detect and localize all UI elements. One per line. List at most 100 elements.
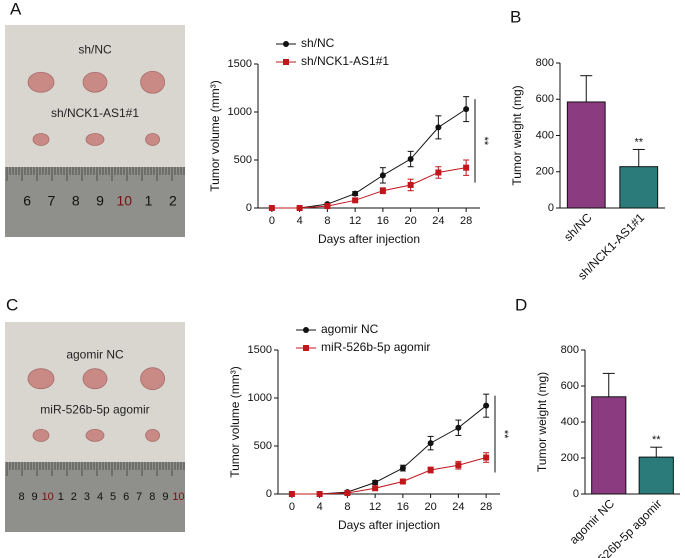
x-tick-label: sh/NC [561,210,595,244]
ruler-number: 1 [145,193,153,209]
x-tick-label: 20 [405,215,417,227]
tumor [140,70,166,94]
bar [591,396,627,495]
point [399,478,406,485]
point [268,205,275,211]
x-tick-label: 8 [324,215,330,227]
point [379,172,386,179]
tumor [32,428,50,442]
series-line [291,457,487,495]
ruler-number: 9 [32,491,38,503]
point [324,203,331,210]
x-tick-label: 12 [369,501,381,513]
ruler-number: 1 [58,491,64,503]
point [455,462,462,469]
point [463,106,470,113]
point [407,181,414,188]
y-tick-label: 1500 [248,344,272,356]
y-tick-label: 400 [536,129,554,141]
point [316,491,323,497]
x-tick-label: 24 [452,501,464,513]
y-axis-label: Tumor weight (mg) [510,85,524,185]
x-tick-label: agomir NC [567,496,618,547]
point [296,205,303,211]
y-axis-label: Tumor volume (mm³) [228,366,242,478]
legend-marker [283,59,289,65]
x-tick-label: 0 [269,215,275,227]
ruler-number: 4 [97,491,103,503]
point [483,454,490,461]
y-tick-label: 1000 [248,392,272,404]
y-tick-label: 200 [561,452,579,464]
x-axis-label: Days after injection [338,518,440,532]
y-axis-label: Tumor volume (mm³) [208,80,222,192]
y-tick-label: 800 [536,57,554,69]
photo-label: sh/NCK1-AS1#1 [51,106,139,120]
tumor [27,71,55,93]
series-line [271,167,467,209]
point [344,490,351,497]
x-tick-label: 0 [289,501,295,513]
y-tick-label: 1000 [228,106,252,118]
ruler-number: 6 [123,491,129,503]
y-tick-label: 200 [536,166,554,178]
bar [619,166,659,209]
legend-label: sh/NC [301,36,335,50]
significance-label: ** [478,137,490,146]
panel-label: C [6,295,18,314]
ruler-number: 9 [162,491,168,503]
tumor [145,428,161,442]
significance-label: ** [634,136,643,148]
y-tick-label: 400 [561,416,579,428]
x-tick-label: 4 [297,215,303,227]
x-tick-label: 24 [432,215,444,227]
point [372,479,379,486]
y-tick-label: 0 [548,202,554,214]
ruler-number: 2 [71,491,77,503]
point [399,465,406,472]
ruler-number: 6 [23,193,31,209]
y-tick-label: 0 [573,488,579,500]
point [407,156,414,163]
ruler-number: 3 [84,491,90,503]
tumor [140,367,166,391]
point [372,485,379,492]
point [427,440,434,447]
point [352,190,359,197]
photo-label: sh/NC [78,43,112,57]
x-tick-label: 28 [480,501,492,513]
panel-label: A [10,0,22,18]
ruler [5,462,185,532]
legend-label: sh/NCK1-AS1#1 [301,54,389,68]
significance-label: ** [652,434,661,446]
tumor [82,368,108,390]
x-tick-label: 16 [397,501,409,513]
point [352,197,359,204]
x-axis-label: Days after injection [318,232,420,246]
ruler-number: 10 [116,193,132,209]
point [379,187,386,194]
ruler-number: 7 [136,491,142,503]
point [483,402,490,409]
legend-label: agomir NC [321,322,379,336]
panel-label: D [515,295,527,314]
point [463,164,470,171]
y-tick-label: 0 [246,202,252,214]
x-tick-label: 28 [460,215,472,227]
tumor [145,133,161,146]
tumor [32,133,50,146]
x-tick-label: 20 [425,501,437,513]
photo-label: agomir NC [66,347,124,361]
point [427,467,434,473]
legend-label: miR-526b-5p agomir [321,340,430,354]
y-tick-label: 500 [234,154,252,166]
legend-marker [303,327,309,333]
ruler-number: 9 [96,193,104,209]
y-axis-label: Tumor weight (mg) [535,372,549,472]
bar [566,101,606,209]
ruler-number: 10 [172,491,184,503]
ruler-number: 5 [110,491,116,503]
y-tick-label: 500 [254,440,272,452]
tumor [82,71,108,93]
x-tick-label: 4 [317,501,323,513]
